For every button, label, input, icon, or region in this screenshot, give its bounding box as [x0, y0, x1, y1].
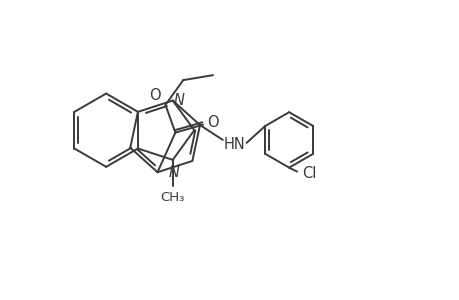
Text: CH₃: CH₃	[160, 191, 185, 204]
Text: HN: HN	[224, 137, 245, 152]
Text: O: O	[149, 88, 160, 103]
Text: N: N	[168, 165, 179, 180]
Text: Cl: Cl	[301, 166, 315, 181]
Text: N: N	[174, 93, 185, 108]
Text: O: O	[207, 115, 218, 130]
